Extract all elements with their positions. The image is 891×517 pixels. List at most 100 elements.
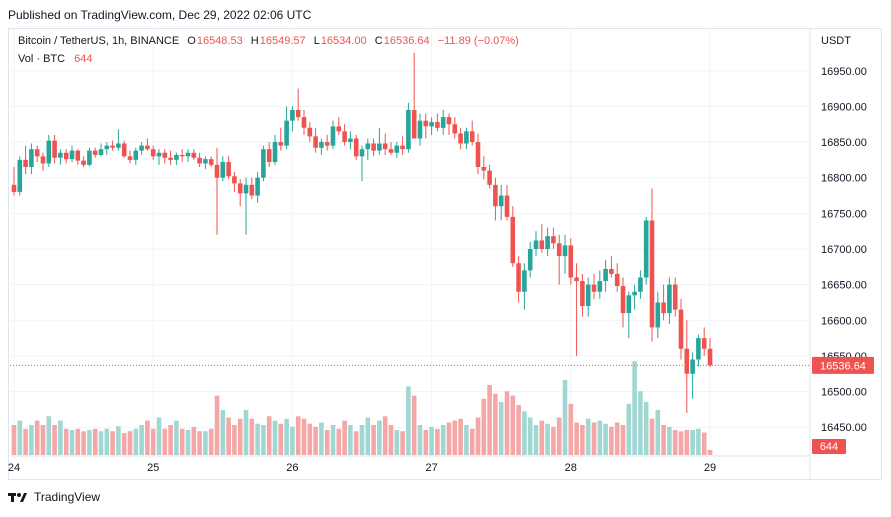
volume-bar bbox=[684, 430, 690, 455]
volume-bar bbox=[591, 422, 597, 455]
price-tick-label: 16650.00 bbox=[821, 280, 867, 292]
time-tick-label: 24 bbox=[8, 462, 20, 474]
symbol-label[interactable]: Bitcoin / TetherUS, 1h, BINANCE bbox=[18, 35, 180, 47]
volume-bar bbox=[539, 420, 545, 455]
volume-bar bbox=[266, 416, 272, 455]
candle-body bbox=[638, 277, 643, 292]
volume-bar bbox=[551, 426, 556, 455]
candle-body bbox=[446, 117, 452, 125]
volume-bar bbox=[87, 430, 92, 455]
volume-bar bbox=[249, 418, 255, 455]
volume-bar bbox=[446, 422, 452, 455]
volume-bar bbox=[261, 425, 266, 455]
last-volume-badge-text: 644 bbox=[820, 441, 838, 453]
candle-body bbox=[266, 149, 272, 163]
candle-body bbox=[104, 145, 110, 150]
candle-body bbox=[649, 220, 655, 328]
candle-body bbox=[191, 152, 197, 158]
volume-bar bbox=[678, 431, 684, 455]
candle-body bbox=[116, 143, 121, 148]
candle-body bbox=[382, 143, 388, 150]
candle-body bbox=[620, 286, 626, 314]
volume-bar bbox=[655, 410, 661, 455]
volume-bar bbox=[435, 428, 440, 455]
volume-bar bbox=[150, 428, 156, 455]
price-tick-label: 16700.00 bbox=[821, 244, 867, 256]
volume-bar bbox=[545, 423, 550, 455]
candle-body bbox=[359, 149, 365, 157]
volume-bar bbox=[475, 417, 481, 455]
candle-body bbox=[127, 156, 133, 160]
volume-bar bbox=[197, 431, 202, 455]
candle-body bbox=[696, 338, 701, 360]
footer[interactable]: TradingView bbox=[8, 490, 100, 504]
high-value: 16549.57 bbox=[259, 35, 306, 47]
volume-bar bbox=[620, 425, 626, 455]
currency-label: USDT bbox=[821, 35, 851, 47]
candle-body bbox=[249, 184, 255, 196]
candle-body bbox=[162, 152, 168, 158]
candle-body bbox=[655, 302, 661, 328]
candle-body bbox=[185, 152, 191, 157]
volume-bar bbox=[243, 410, 249, 455]
volume-bar bbox=[661, 425, 666, 455]
ohlc-legend: Bitcoin / TetherUS, 1h, BINANCE O16548.5… bbox=[18, 35, 520, 47]
candle-body bbox=[545, 236, 550, 249]
candle-body bbox=[336, 126, 342, 132]
candle-body bbox=[690, 359, 695, 374]
candle-body bbox=[133, 150, 139, 160]
candle-body bbox=[597, 281, 603, 292]
candle-body bbox=[295, 109, 301, 118]
volume-bar bbox=[609, 426, 614, 455]
volume-bar bbox=[359, 425, 365, 455]
candle-body bbox=[510, 216, 516, 264]
candle-body bbox=[591, 284, 597, 292]
volume-bar bbox=[313, 426, 318, 455]
candle-body bbox=[440, 117, 446, 128]
volume-bar bbox=[388, 425, 394, 455]
candle-body bbox=[458, 133, 463, 144]
volume-bar bbox=[168, 425, 173, 455]
candle-body bbox=[626, 295, 632, 314]
candle-body bbox=[353, 138, 359, 157]
candle-body bbox=[394, 145, 400, 153]
candle-body bbox=[580, 281, 585, 307]
volume-bar bbox=[237, 418, 243, 455]
price-axis: 16450.0016500.0016550.0016600.0016650.00… bbox=[809, 28, 867, 480]
low-label: L bbox=[313, 35, 320, 47]
candle-body bbox=[301, 117, 307, 128]
volume-bar bbox=[255, 423, 260, 455]
volume-bar bbox=[423, 430, 429, 455]
candle-body bbox=[701, 338, 707, 349]
volume-bar bbox=[707, 450, 713, 455]
candle-body bbox=[87, 150, 92, 165]
volume-bar bbox=[458, 418, 463, 455]
candle-body bbox=[643, 220, 649, 278]
volume-bar bbox=[11, 425, 17, 455]
candle-body bbox=[342, 131, 347, 143]
candle-body bbox=[551, 236, 556, 244]
volume-bar bbox=[46, 416, 52, 455]
volume-bar bbox=[406, 386, 411, 455]
volume-bars bbox=[11, 361, 713, 455]
volume-bar bbox=[626, 403, 632, 455]
candle-body bbox=[452, 124, 458, 134]
candle-body bbox=[261, 149, 266, 178]
volume-bar bbox=[493, 393, 498, 455]
chart-frame[interactable] bbox=[8, 28, 882, 480]
volume-bar bbox=[75, 428, 81, 455]
open-label: O bbox=[187, 35, 196, 47]
price-tick-label: 16450.00 bbox=[821, 422, 867, 434]
volume-bar bbox=[580, 425, 585, 455]
volume-bar bbox=[638, 391, 643, 455]
volume-bar bbox=[220, 410, 226, 455]
candle-body bbox=[46, 140, 52, 164]
low-value: 16534.00 bbox=[320, 35, 367, 47]
volume-bar bbox=[208, 428, 214, 455]
volume-bar bbox=[382, 416, 388, 455]
candle-body bbox=[661, 302, 666, 314]
candle-body bbox=[313, 136, 318, 148]
volume-bar bbox=[156, 417, 162, 455]
time-tick-label: 26 bbox=[286, 462, 298, 474]
